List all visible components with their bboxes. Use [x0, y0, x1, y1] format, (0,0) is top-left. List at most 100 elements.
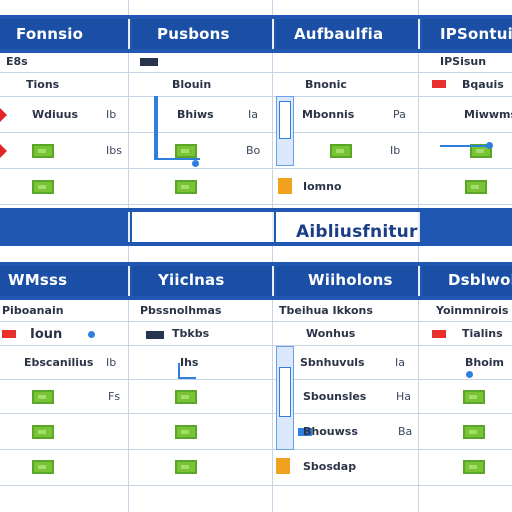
cell: Bqauis [462, 78, 504, 91]
red-arrow-icon [0, 144, 7, 158]
bottom-header-cell[interactable] [422, 266, 512, 296]
value-cell: Ba [398, 425, 413, 438]
red-tag-icon [432, 80, 446, 88]
vertical-scrollbar[interactable] [276, 96, 294, 166]
bottom-header-cell[interactable] [132, 266, 274, 296]
green-cell-icon[interactable] [175, 425, 197, 439]
cell: Tbeihua Ikkons [279, 304, 373, 317]
cell: Yoinmnirois [436, 304, 509, 317]
value-cell: Fs [108, 390, 121, 403]
bottom-header-label[interactable]: Yiiclnas [158, 271, 225, 289]
table-row[interactable] [0, 53, 512, 73]
cell: Blouin [172, 78, 212, 91]
cell: Sbnhuvuls [300, 356, 365, 369]
bottom-header-cell[interactable] [0, 266, 130, 296]
top-header-cell[interactable] [422, 19, 512, 49]
top-header-cell[interactable] [276, 19, 420, 49]
cell-marker [298, 428, 312, 436]
green-cell-icon[interactable] [32, 425, 54, 439]
red-tag-icon [432, 330, 446, 338]
connector-dot [192, 160, 199, 167]
column-divider [418, 0, 419, 512]
green-cell-icon[interactable] [32, 144, 54, 158]
cell: Ebscanilius [24, 356, 94, 369]
value-cell: Ibs [106, 144, 122, 157]
green-cell-icon[interactable] [465, 180, 487, 194]
green-cell-icon[interactable] [32, 460, 54, 474]
cell: Pbssnolhmas [140, 304, 222, 317]
cell: Bnonic [305, 78, 347, 91]
bottom-header-label[interactable]: Wiiholons [308, 271, 393, 289]
value-cell: Ia [248, 108, 258, 121]
connector-line [178, 377, 196, 379]
value-cell: Ib [390, 144, 401, 157]
value-cell: Bo [246, 144, 261, 157]
green-cell-icon[interactable] [32, 180, 54, 194]
table-row[interactable] [0, 133, 512, 169]
top-header-band [0, 15, 512, 53]
cell: Tions [26, 78, 60, 91]
cell: Bhiws [177, 108, 214, 121]
red-tag-icon [2, 330, 16, 338]
table-row[interactable] [0, 322, 512, 346]
cell: Tialins [462, 327, 503, 340]
top-header-label[interactable]: Fonnsio [16, 25, 84, 43]
table-row[interactable] [0, 169, 512, 205]
bottom-header-label[interactable]: WMsss [8, 271, 68, 289]
top-header-label[interactable]: Aufbaulfia [294, 25, 384, 43]
value-cell: Ia [395, 356, 405, 369]
bottom-header-cell[interactable] [276, 266, 420, 296]
green-cell-icon[interactable] [32, 390, 54, 404]
banner-cell [132, 212, 274, 242]
table-row[interactable] [0, 380, 512, 414]
banner-cell [0, 212, 130, 242]
middle-banner-band [0, 208, 512, 246]
top-header-label[interactable]: IPSontuis [440, 25, 512, 43]
vertical-scrollbar[interactable] [276, 346, 294, 450]
cell: Bhouwss [303, 425, 358, 438]
scrollbar-thumb[interactable] [279, 101, 291, 139]
value-cell: Pa [393, 108, 406, 121]
green-cell-icon[interactable] [175, 390, 197, 404]
connector-line [178, 363, 180, 377]
green-cell-icon[interactable] [175, 144, 197, 158]
banner-title: Aibliusfnitur [296, 222, 418, 242]
cell: Wonhus [306, 327, 356, 340]
orange-marker-icon [278, 178, 292, 194]
cell: Miwwms [464, 108, 512, 121]
top-header-cell[interactable] [132, 19, 274, 49]
top-header-label[interactable]: Pusbons [157, 25, 230, 43]
cell: Piboanain [2, 304, 64, 317]
banner-cell [422, 212, 512, 242]
green-cell-icon[interactable] [175, 460, 197, 474]
value-cell: Ib [106, 356, 117, 369]
green-cell-icon[interactable] [463, 425, 485, 439]
table-row[interactable] [0, 346, 512, 380]
cell: Tbkbs [172, 327, 210, 340]
connector-dot [486, 142, 493, 149]
green-cell-icon[interactable] [463, 390, 485, 404]
table-row[interactable] [0, 97, 512, 133]
cell: Mbonnis [302, 108, 355, 121]
top-header-cell[interactable] [0, 19, 130, 49]
cell: Ihs [180, 356, 199, 369]
column-divider [128, 0, 129, 512]
table-row[interactable] [0, 300, 512, 322]
table-row[interactable] [0, 450, 512, 486]
table-row[interactable] [0, 73, 512, 97]
value-cell: Ib [106, 108, 117, 121]
green-cell-icon[interactable] [330, 144, 352, 158]
green-cell-icon[interactable] [175, 180, 197, 194]
cell: IPSisun [440, 55, 487, 68]
scrollbar-thumb[interactable] [279, 367, 291, 417]
table-row[interactable] [0, 414, 512, 450]
connector-dot [88, 331, 95, 338]
connector-line [440, 145, 492, 147]
connector-dot [466, 371, 473, 378]
bottom-header-label[interactable]: Dsblwolrs [448, 271, 512, 289]
cell-marker [140, 58, 158, 66]
cell: Sbosdap [303, 460, 357, 473]
cell: Ioun [30, 327, 63, 342]
green-cell-icon[interactable] [463, 460, 485, 474]
